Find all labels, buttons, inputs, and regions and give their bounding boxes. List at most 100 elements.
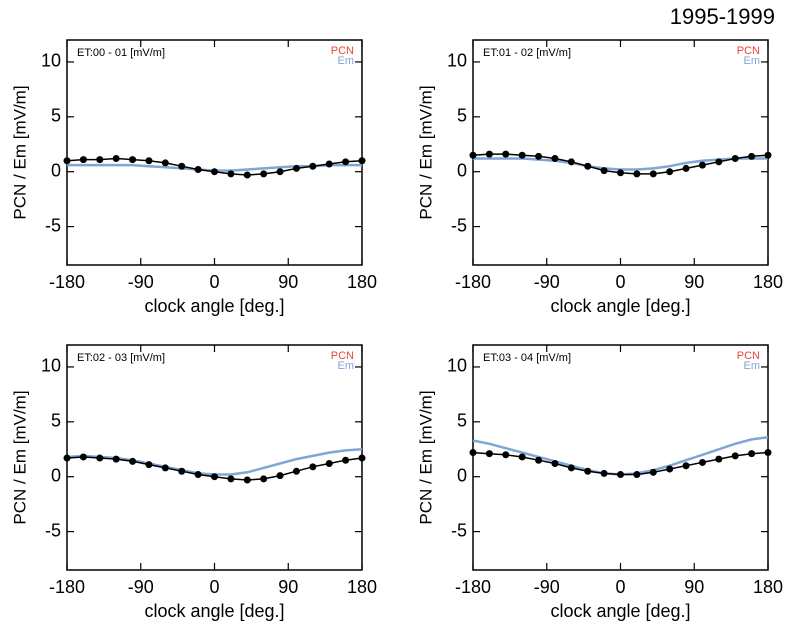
data-point — [617, 471, 624, 479]
data-point — [129, 156, 137, 164]
data-point — [79, 453, 87, 461]
legend-entry: Em — [338, 360, 355, 372]
data-point — [535, 152, 543, 160]
data-point — [161, 159, 169, 167]
data-point — [600, 167, 608, 175]
x-tick-label: -180 — [49, 272, 85, 292]
figure-title: 1995-1999 — [670, 4, 775, 29]
data-point — [342, 158, 350, 166]
data-point — [502, 150, 510, 158]
legend-entry: Em — [744, 55, 761, 67]
x-tick-label: 180 — [347, 577, 377, 597]
legend-entry: Em — [744, 360, 761, 372]
y-tick-label: -5 — [45, 215, 61, 235]
data-point — [227, 170, 235, 178]
data-point — [698, 161, 706, 169]
data-point — [584, 467, 592, 475]
y-axis-label: PCN / Em [mV/m] — [10, 85, 29, 219]
panel: -5 0 5 10 -180 -90 0 90 180 clock angle [deg.] PCN… — [416, 39, 783, 316]
data-point — [63, 454, 71, 462]
data-point — [584, 162, 592, 170]
legend-entry: PCN — [737, 350, 760, 362]
data-point — [502, 451, 510, 459]
y-axis-label: PCN / Em [mV/m] — [416, 85, 435, 219]
data-point — [764, 151, 772, 159]
data-point — [63, 157, 71, 165]
data-point — [358, 454, 366, 462]
y-tick-label: -5 — [45, 520, 61, 540]
plot-frame — [472, 39, 769, 266]
y-tick-label: 10 — [41, 356, 61, 376]
x-tick-label: -180 — [455, 577, 491, 597]
y-axis-label: PCN / Em [mV/m] — [416, 390, 435, 524]
x-tick-label: 0 — [209, 272, 219, 292]
data-point — [112, 155, 120, 163]
data-point — [292, 467, 300, 475]
x-tick-label: 90 — [278, 272, 298, 292]
x-tick-label: 180 — [753, 577, 783, 597]
legend-entry: PCN — [331, 45, 354, 57]
data-point — [748, 152, 756, 160]
y-tick-label: 0 — [51, 160, 61, 180]
x-tick-label: 90 — [278, 577, 298, 597]
x-tick-label: 0 — [615, 272, 625, 292]
data-point — [748, 450, 756, 458]
data-point — [325, 160, 333, 168]
data-point — [666, 465, 674, 473]
data-point — [276, 168, 284, 176]
data-point — [518, 453, 526, 461]
y-axis-label: PCN / Em [mV/m] — [10, 390, 29, 524]
x-axis-label: clock angle [deg.] — [144, 601, 284, 621]
data-point — [243, 476, 251, 484]
data-point — [633, 170, 641, 178]
data-point — [715, 455, 723, 463]
data-point — [469, 449, 477, 457]
data-point — [309, 463, 317, 471]
x-tick-label: -90 — [128, 577, 154, 597]
data-point — [600, 469, 608, 477]
data-point — [633, 471, 641, 479]
data-point — [309, 162, 317, 170]
x-axis-label: clock angle [deg.] — [144, 296, 284, 316]
data-point — [178, 162, 186, 170]
data-point — [617, 169, 624, 177]
data-point — [178, 467, 186, 475]
x-tick-label: 180 — [347, 272, 377, 292]
data-point — [567, 464, 575, 472]
y-tick-label: -5 — [451, 215, 467, 235]
x-tick-label: -90 — [534, 577, 560, 597]
data-point — [260, 475, 268, 483]
panel-label: ET:03 - 04 [mV/m] — [483, 352, 571, 364]
data-point — [243, 171, 251, 179]
data-point — [731, 452, 739, 460]
panel-label: ET:01 - 02 [mV/m] — [483, 47, 571, 59]
data-point — [211, 473, 218, 481]
data-point — [567, 158, 575, 166]
data-point — [551, 155, 559, 163]
y-tick-label: 5 — [51, 411, 61, 431]
y-tick-label: -5 — [451, 520, 467, 540]
x-tick-label: 0 — [209, 577, 219, 597]
data-point — [145, 157, 153, 165]
data-point — [194, 471, 202, 479]
panel: -5 0 5 10 -180 -90 0 90 180 clock angle [deg.] PCN… — [10, 344, 377, 621]
x-tick-label: 0 — [615, 577, 625, 597]
panel-label: ET:02 - 03 [mV/m] — [77, 352, 165, 364]
data-point — [485, 150, 493, 158]
data-point — [518, 151, 526, 159]
data-point — [325, 460, 333, 468]
y-tick-label: 5 — [457, 411, 467, 431]
data-point — [731, 155, 739, 163]
data-point — [682, 164, 690, 172]
y-tick-label: 5 — [457, 106, 467, 126]
legend-entry: PCN — [737, 45, 760, 57]
data-point — [469, 151, 477, 159]
data-point — [96, 156, 104, 164]
data-point — [715, 158, 723, 166]
data-point — [649, 468, 657, 476]
y-tick-label: 10 — [447, 356, 467, 376]
data-point — [292, 164, 300, 172]
y-tick-label: 0 — [457, 465, 467, 485]
panel-label: ET:00 - 01 [mV/m] — [77, 47, 165, 59]
data-point — [96, 454, 104, 462]
